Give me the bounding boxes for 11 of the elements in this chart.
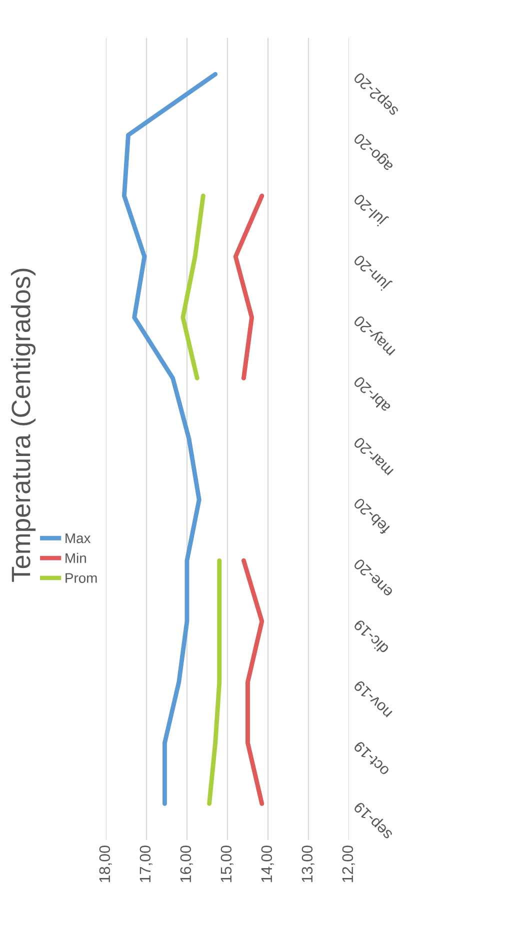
x-tick-label: 15,00 xyxy=(220,846,234,882)
x-tick-label: 18,00 xyxy=(99,846,112,882)
x-tick-label: 17,00 xyxy=(140,846,152,882)
x-tick-label: 12,00 xyxy=(342,846,355,882)
x-tick-label: 13,00 xyxy=(302,846,314,882)
legend-label: Min xyxy=(66,552,86,563)
text: Temperatura (Centigrados) xyxy=(10,268,36,582)
x-tick-label: 16,00 xyxy=(180,846,193,882)
legend-label: Max xyxy=(66,533,91,544)
x-tick-label: 14,00 xyxy=(261,846,274,882)
legend-label: Prom xyxy=(66,573,97,583)
